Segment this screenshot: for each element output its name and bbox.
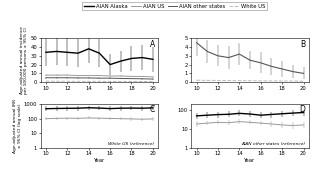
Text: B: B (300, 40, 305, 49)
Legend: AIAN Alaska, AIAN US, AIAN other states, White US: AIAN Alaska, AIAN US, AIAN other states,… (82, 2, 267, 10)
Text: White US (reference): White US (reference) (109, 142, 155, 146)
X-axis label: Year: Year (244, 158, 256, 163)
Text: C: C (149, 105, 155, 114)
Text: A: A (149, 40, 155, 49)
X-axis label: Year: Year (94, 158, 105, 163)
Text: D: D (300, 105, 305, 114)
Y-axis label: Age-adjusted annual incidence
per 100,000 persons ± 95% CI: Age-adjusted annual incidence per 100,00… (20, 26, 28, 94)
Y-axis label: Age-adjusted annual IRR
± 95% CI (log scale): Age-adjusted annual IRR ± 95% CI (log sc… (13, 99, 22, 153)
Text: AIAN other states (reference): AIAN other states (reference) (241, 142, 305, 146)
